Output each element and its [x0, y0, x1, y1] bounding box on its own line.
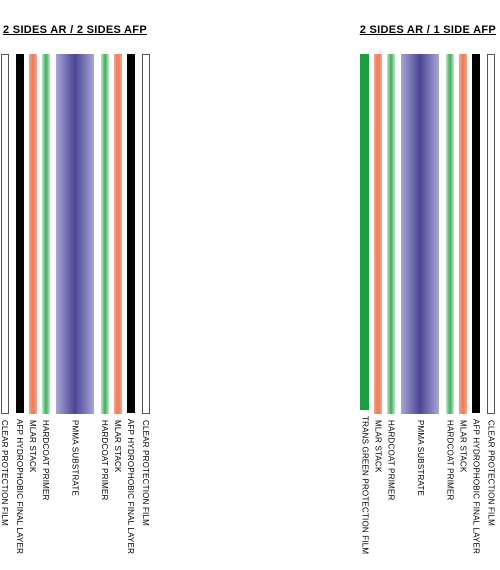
layer-column: AFP HYDROPHOBIC FINAL LAYER [15, 54, 24, 554]
layer-bar [472, 54, 480, 413]
layer-label: MLAR STACK [28, 420, 37, 473]
layer-column: HARDCOAT PRIMER [386, 54, 395, 554]
panel-title: 2 SIDES AR / 1 SIDE AFP [360, 24, 496, 36]
layer-stack: CLEAR PROTECTION FILM AFP HYDROPHOBIC FIN… [0, 54, 150, 554]
layer-label: PMMA SUBSTRATE [71, 420, 80, 496]
layer-column: PMMA SUBSTRATE [401, 54, 439, 554]
layer-label: CLEAR PROTECTION FILM [0, 420, 9, 526]
layer-label: PMMA SUBSTRATE [416, 420, 425, 496]
layer-column: TRANS GREEN PROTECTION FILM [360, 54, 369, 554]
layer-column: MLAR STACK [373, 54, 382, 554]
layer-column: CLEAR PROTECTION FILM [486, 54, 495, 554]
layer-column: CLEAR PROTECTION FILM [141, 54, 150, 554]
layer-label: HARDCOAT PRIMER [386, 420, 395, 501]
layer-bar [387, 54, 395, 414]
layer-label: HARDCOAT PRIMER [445, 420, 454, 501]
layer-column: HARDCOAT PRIMER [41, 54, 50, 554]
panel-right: 2 SIDES AR / 1 SIDE AFP TRANS GREEN PROT… [360, 0, 496, 570]
layer-bar [374, 54, 382, 414]
layer-bar [127, 54, 135, 413]
layer-bar [142, 54, 150, 414]
layer-label: MLAR STACK [458, 420, 467, 473]
layer-bar [1, 54, 9, 414]
layer-bar [29, 54, 37, 414]
layer-column: HARDCOAT PRIMER [100, 54, 109, 554]
layer-column: MLAR STACK [28, 54, 37, 554]
layer-column: HARDCOAT PRIMER [445, 54, 454, 554]
layer-label: HARDCOAT PRIMER [100, 420, 109, 501]
layer-column: AFP HYDROPHOBIC FINAL LAYER [126, 54, 135, 554]
layer-bar [360, 54, 369, 410]
layer-bar [42, 54, 50, 414]
layer-bar [114, 54, 122, 414]
layer-bar [487, 54, 495, 414]
layer-bar [56, 54, 94, 414]
layer-bar [401, 54, 439, 414]
layer-label: CLEAR PROTECTION FILM [486, 420, 495, 526]
layer-label: MLAR STACK [373, 420, 382, 473]
panel-left: 2 SIDES AR / 2 SIDES AFP CLEAR PROTECTIO… [0, 0, 150, 570]
layer-label: TRANS GREEN PROTECTION FILM [360, 416, 369, 554]
layer-column: MLAR STACK [113, 54, 122, 554]
layer-label: HARDCOAT PRIMER [41, 420, 50, 501]
layer-bar [459, 54, 467, 414]
diagram-container: 2 SIDES AR / 2 SIDES AFP CLEAR PROTECTIO… [0, 0, 500, 570]
layer-bar [446, 54, 454, 414]
layer-stack: TRANS GREEN PROTECTION FILM MLAR STACK HAR… [360, 54, 495, 554]
layer-label: AFP HYDROPHOBIC FINAL LAYER [15, 419, 24, 554]
layer-column: PMMA SUBSTRATE [56, 54, 94, 554]
layer-label: AFP HYDROPHOBIC FINAL LAYER [471, 419, 480, 554]
layer-bar [16, 54, 24, 413]
layer-label: MLAR STACK [113, 420, 122, 473]
layer-column: AFP HYDROPHOBIC FINAL LAYER [471, 54, 480, 554]
panel-title: 2 SIDES AR / 2 SIDES AFP [3, 24, 147, 36]
layer-bar [101, 54, 109, 414]
layer-label: AFP HYDROPHOBIC FINAL LAYER [126, 419, 135, 554]
layer-column: CLEAR PROTECTION FILM [0, 54, 9, 554]
layer-label: CLEAR PROTECTION FILM [141, 420, 150, 526]
layer-column: MLAR STACK [458, 54, 467, 554]
